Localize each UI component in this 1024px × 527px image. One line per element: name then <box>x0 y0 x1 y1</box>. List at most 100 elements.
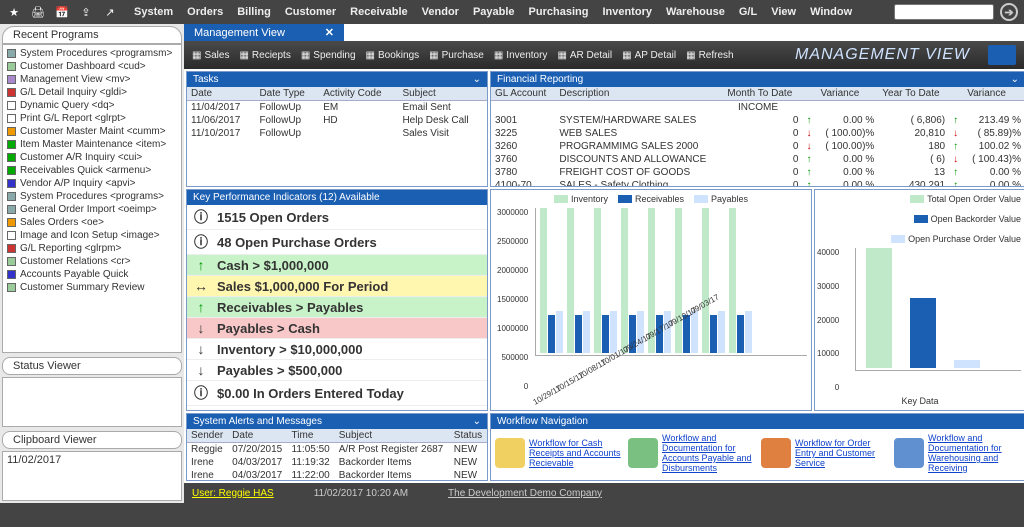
kpi-item[interactable]: ↓Payables > Cash <box>187 318 487 339</box>
table-row[interactable]: 4100-70SALES - Safety Clothing0↑0.00 %43… <box>491 179 1024 187</box>
program-item[interactable]: Management View <mv> <box>5 73 179 86</box>
menu-inventory[interactable]: Inventory <box>602 6 652 18</box>
table-row[interactable]: 3760DISCOUNTS AND ALLOWANCE0↑0.00 %( 6)↓… <box>491 153 1024 166</box>
chevron-down-icon[interactable]: ⌄ <box>473 74 481 85</box>
window-tab-label: Management View <box>194 27 285 39</box>
menu-customer[interactable]: Customer <box>285 6 336 18</box>
program-item[interactable]: Customer Relations <cr> <box>5 255 179 268</box>
chevron-down-icon[interactable]: ⌄ <box>473 416 481 427</box>
tasks-title: Tasks <box>193 74 219 85</box>
kpi-item[interactable]: ⓘ1515 Open Orders <box>187 205 487 230</box>
table-row[interactable]: 3260PROGRAMMIMG SALES 20000↓( 100.00)%18… <box>491 140 1024 153</box>
go-button[interactable]: ➔ <box>1000 3 1018 21</box>
tool-bookings[interactable]: ▦Bookings <box>366 50 420 61</box>
financial-panel: Financial Reporting ⌄ GL AccountDescripti… <box>490 71 1024 187</box>
table-row[interactable]: 3001SYSTEM/HARDWARE SALES0↑0.00 %( 6,806… <box>491 114 1024 127</box>
kpi-item[interactable]: ⓘ48 Open Purchase Orders <box>187 230 487 255</box>
program-item[interactable]: Sales Orders <oe> <box>5 216 179 229</box>
menu-receivable[interactable]: Receivable <box>350 6 407 18</box>
program-item[interactable]: Customer Master Maint <cumm> <box>5 125 179 138</box>
footer-datetime: 11/02/2017 10:20 AM <box>314 488 408 499</box>
search-input[interactable] <box>894 4 994 20</box>
tool-ap-detail[interactable]: ▦AP Detail <box>622 50 676 61</box>
chevron-down-icon[interactable]: ⌄ <box>1011 74 1019 85</box>
program-item[interactable]: General Order Import <oeimp> <box>5 203 179 216</box>
financial-title: Financial Reporting <box>497 74 583 85</box>
kpi-item[interactable]: ↑Receivables > Payables <box>187 297 487 318</box>
left-sidebar: Recent Programs System Procedures <progr… <box>0 24 184 503</box>
program-item[interactable]: Image and Icon Setup <image> <box>5 229 179 242</box>
table-row[interactable]: 11/06/2017FollowUpHDHelp Desk Call <box>187 114 487 127</box>
window-tab[interactable]: Management View ✕ <box>184 24 344 41</box>
kpi-item[interactable]: ⓘ$0.00 In Orders Entered Today <box>187 381 487 406</box>
clipboard-viewer-header: Clipboard Viewer <box>2 431 182 449</box>
view-title: MANAGEMENT VIEW <box>795 46 970 64</box>
table-row[interactable]: 3780FREIGHT COST OF GOODS0↑0.00 %13↑0.00… <box>491 166 1024 179</box>
kpi-item[interactable]: ↓Payables > $500,000 <box>187 360 487 381</box>
kpi-item[interactable]: ↓Inventory > $10,000,000 <box>187 339 487 360</box>
workflow-items: Workflow for Cash Receipts and Accounts … <box>491 429 1024 477</box>
program-item[interactable]: Receivables Quick <armenu> <box>5 164 179 177</box>
kpi-list: ⓘ1515 Open Ordersⓘ48 Open Purchase Order… <box>187 205 487 406</box>
tool-purchase[interactable]: ▦Purchase <box>429 50 484 61</box>
inventory-chart-panel: InventoryReceivablesPayables 30000002500… <box>490 189 812 411</box>
table-row[interactable]: Irene04/03/201711:22:00Backorder ItemsNE… <box>187 469 487 481</box>
monitor-icon[interactable] <box>988 45 1016 65</box>
menu-warehouse[interactable]: Warehouse <box>666 6 725 18</box>
print-icon[interactable]: 🖨 <box>30 4 46 20</box>
workflow-item[interactable]: Workflow for Cash Receipts and Accounts … <box>495 433 622 473</box>
table-row[interactable]: Irene04/03/201711:19:32Backorder ItemsNE… <box>187 456 487 469</box>
workflow-item[interactable]: Workflow and Documentation for Warehousi… <box>894 433 1021 473</box>
tool-reciepts[interactable]: ▦Reciepts <box>239 50 290 61</box>
tool-spending[interactable]: ▦Spending <box>301 50 356 61</box>
star-icon[interactable]: ★ <box>6 4 22 20</box>
program-item[interactable]: Customer A/R Inquiry <cui> <box>5 151 179 164</box>
program-item[interactable]: Dynamic Query <dq> <box>5 99 179 112</box>
table-row[interactable]: 11/10/2017FollowUpSales Visit <box>187 127 487 140</box>
menu-system[interactable]: System <box>134 6 173 18</box>
program-item[interactable]: Customer Dashboard <cud> <box>5 60 179 73</box>
top-toolbar: ★ 🖨 📅 ⇪ ↗ System Orders Billing Customer Rec… <box>0 0 1024 24</box>
chart1-bars <box>535 208 807 356</box>
tool-refresh[interactable]: ▦Refresh <box>686 50 733 61</box>
menu-payable[interactable]: Payable <box>473 6 515 18</box>
table-row[interactable]: 3225WEB SALES0↓( 100.00)%20,810↓( 85.89)… <box>491 127 1024 140</box>
menu-vendor[interactable]: Vendor <box>422 6 459 18</box>
program-item[interactable]: Accounts Payable Quick <box>5 268 179 281</box>
workflow-item[interactable]: Workflow for Order Entry and Customer Se… <box>761 433 888 473</box>
program-item[interactable]: Vendor A/P Inquiry <apvi> <box>5 177 179 190</box>
kpi-item[interactable]: ↔Sales $1,000,000 For Period <box>187 276 487 297</box>
menu-window[interactable]: Window <box>810 6 852 18</box>
workflow-item[interactable]: Workflow and Documentation for Accounts … <box>628 433 755 473</box>
program-item[interactable]: Print G/L Report <glrpt> <box>5 112 179 125</box>
table-row[interactable]: 11/04/2017FollowUpEMEmail Sent <box>187 101 487 115</box>
menu-orders[interactable]: Orders <box>187 6 223 18</box>
tool-ar-detail[interactable]: ▦AR Detail <box>557 50 612 61</box>
program-item[interactable]: G/L Reporting <glrpm> <box>5 242 179 255</box>
footer-company[interactable]: The Development Demo Company <box>448 488 602 499</box>
program-item[interactable]: System Procedures <programs> <box>5 190 179 203</box>
share-icon[interactable]: ↗ <box>102 4 118 20</box>
program-item[interactable]: System Procedures <programsm> <box>5 47 179 60</box>
financial-table: GL AccountDescriptionMonth To DateVarian… <box>491 87 1024 187</box>
program-item[interactable]: Item Master Maintenance <item> <box>5 138 179 151</box>
program-item[interactable]: Customer Summary Review <box>5 281 179 294</box>
status-viewer-header: Status Viewer <box>2 357 182 375</box>
order-value-chart-panel: Total Open Order ValueOpen Backorder Val… <box>814 189 1024 411</box>
program-item[interactable]: G/L Detail Inquiry <gldi> <box>5 86 179 99</box>
tool-inventory[interactable]: ▦Inventory <box>494 50 548 61</box>
chart2-xlabel: Key Data <box>819 396 1021 406</box>
calendar-icon[interactable]: 📅 <box>54 4 70 20</box>
export-icon[interactable]: ⇪ <box>78 4 94 20</box>
menu-g/l[interactable]: G/L <box>739 6 757 18</box>
table-row[interactable]: Reggie07/20/201511:05:50A/R Post Registe… <box>187 443 487 457</box>
kpi-item[interactable]: ↑Cash > $1,000,000 <box>187 255 487 276</box>
tasks-table: DateDate TypeActivity CodeSubject11/04/2… <box>187 87 487 140</box>
menu-purchasing[interactable]: Purchasing <box>529 6 589 18</box>
tool-sales[interactable]: ▦Sales <box>192 50 229 61</box>
menu-billing[interactable]: Billing <box>237 6 271 18</box>
status-bar: User: Reggie HAS 11/02/2017 10:20 AM The… <box>184 483 1024 503</box>
close-icon[interactable]: ✕ <box>325 26 334 39</box>
footer-user[interactable]: User: Reggie HAS <box>192 488 274 499</box>
menu-view[interactable]: View <box>771 6 796 18</box>
